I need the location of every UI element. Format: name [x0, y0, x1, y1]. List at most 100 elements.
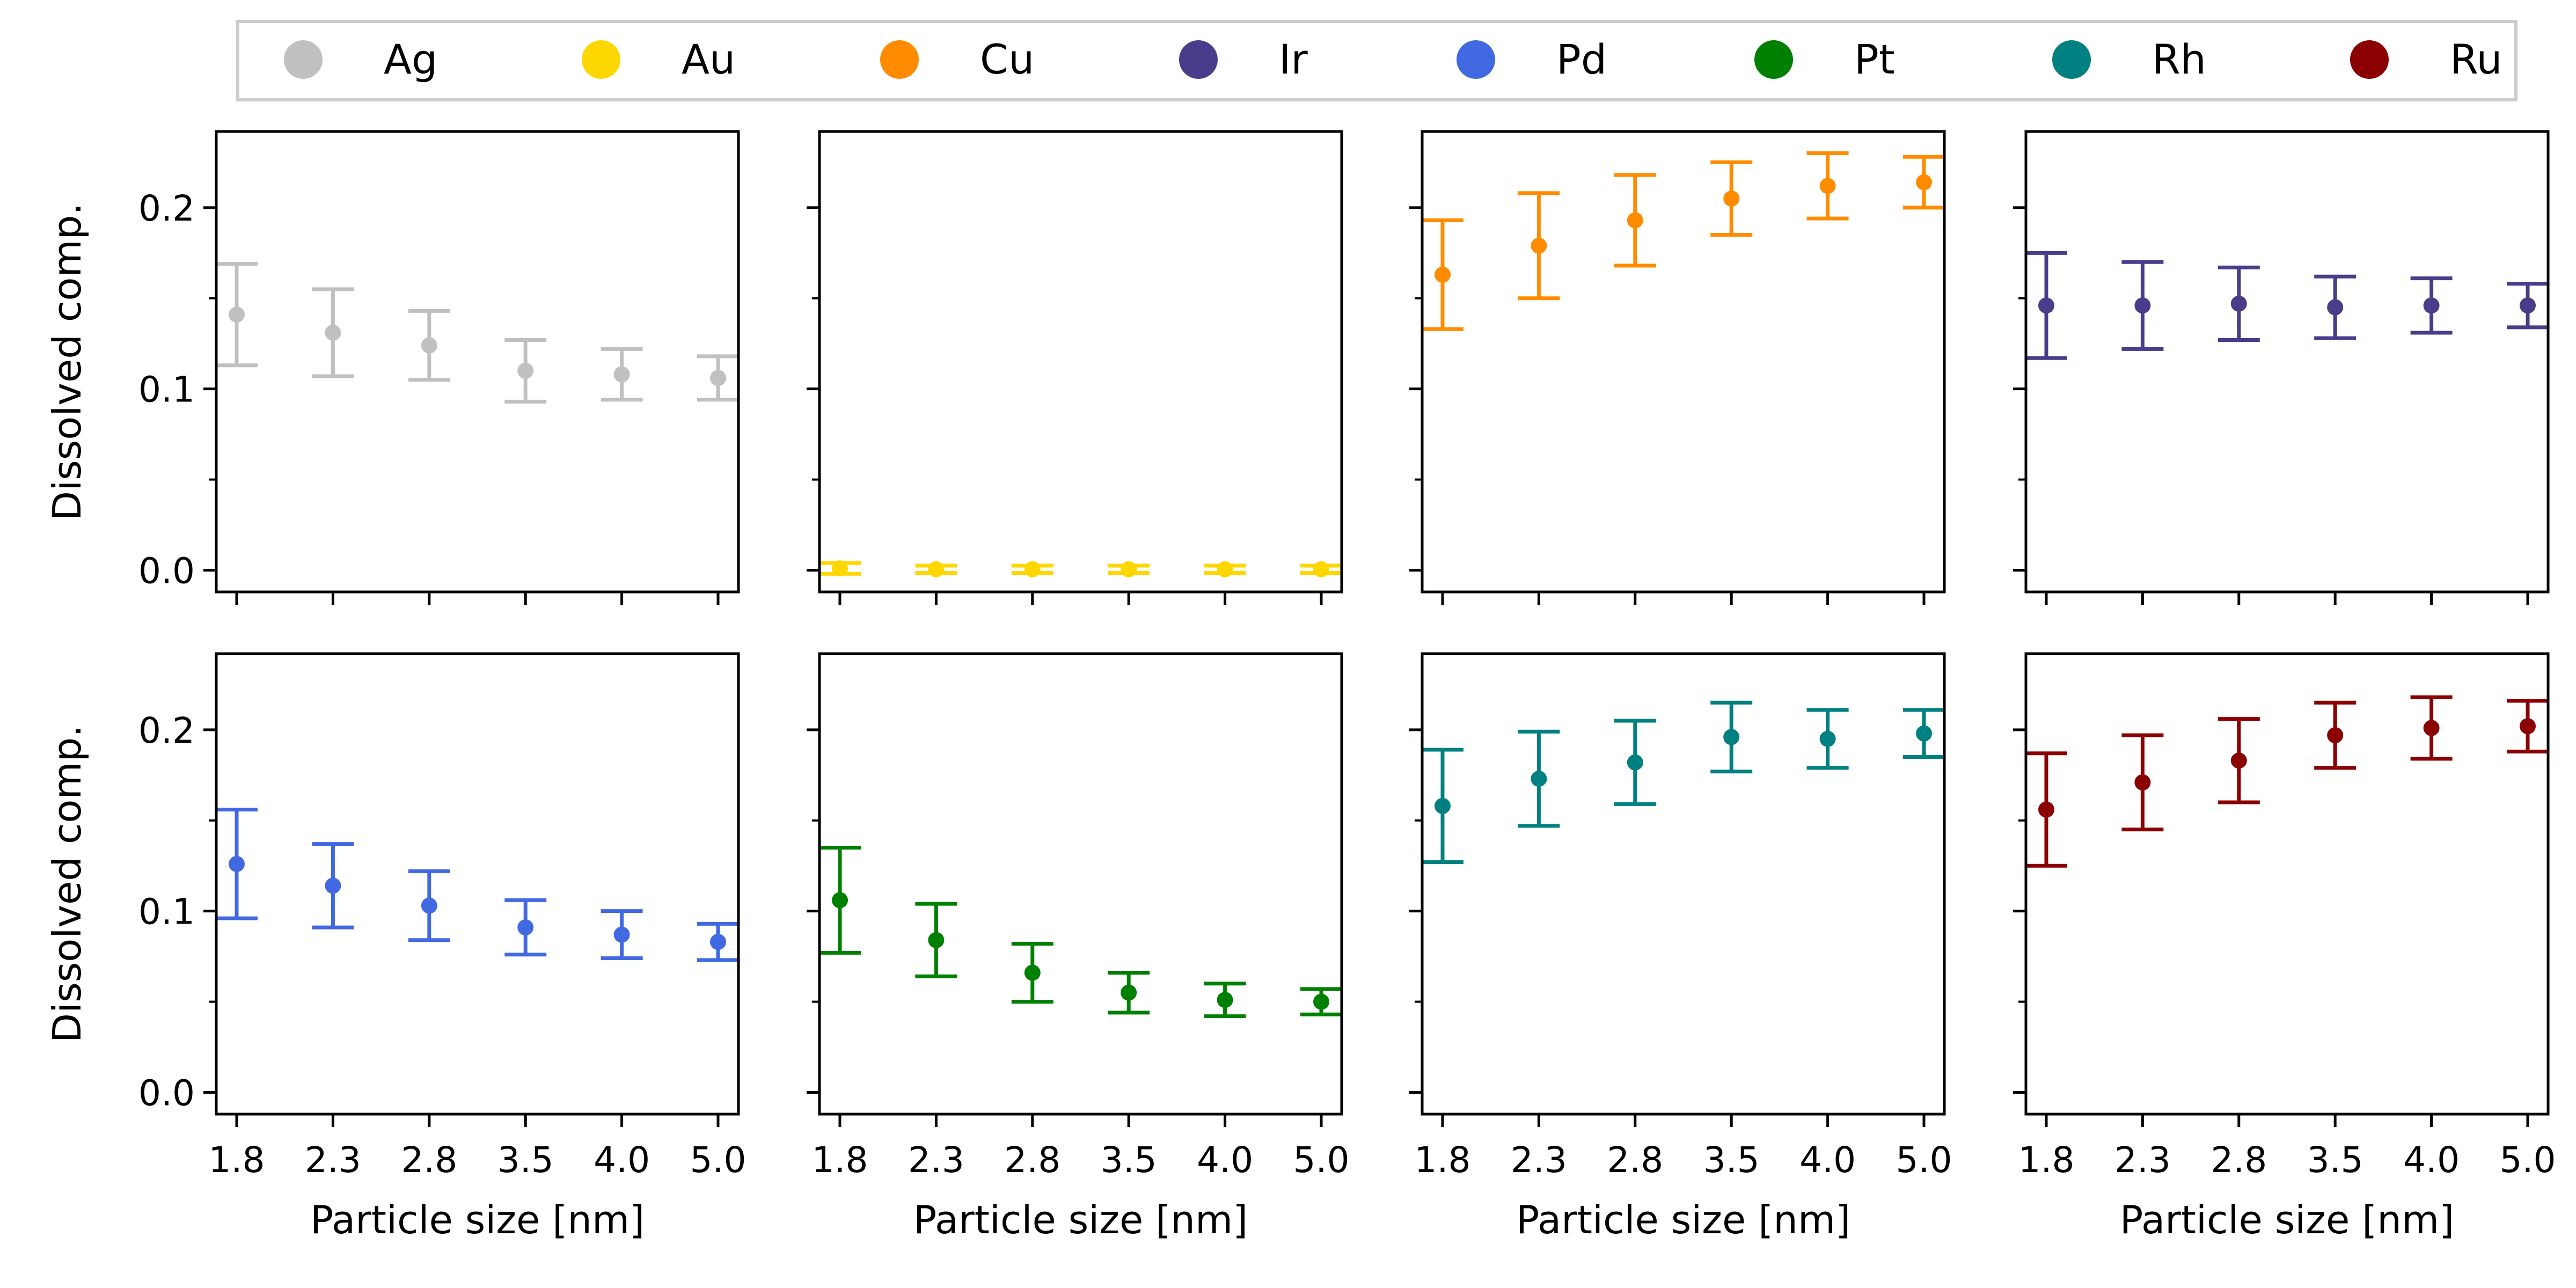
x-axis-title: Particle size [nm]	[1516, 1197, 1850, 1242]
plot-frame	[2024, 130, 2550, 594]
data-point-ir-0	[2038, 297, 2054, 314]
data-point-ir-4	[2423, 297, 2440, 314]
plot-frame	[818, 652, 1343, 1116]
x-tick-label: 5.0	[2500, 1139, 2556, 1181]
y-tick-label: 0.1	[138, 891, 195, 933]
panel-pt: 1.8 2.3 2.8 3.5 4.0 5.0 Particle size [nm]	[807, 652, 1350, 1242]
legend-marker-au	[582, 40, 620, 79]
panel-ag: 0.0 0.1 0.2 Dissolved comp.	[45, 130, 740, 605]
x-tick-label: 5.0	[1896, 1139, 1952, 1181]
legend-marker-ag	[284, 40, 323, 79]
data-point-ag-4	[613, 366, 630, 383]
panel-ir	[2013, 130, 2550, 605]
data-point-pd-4	[613, 926, 630, 943]
legend-label-au: Au	[682, 35, 735, 83]
legend-item-ir: Ir	[1179, 35, 1308, 83]
legend-label-cu: Cu	[980, 35, 1034, 83]
x-tick-label: 4.0	[2403, 1139, 2460, 1181]
panel-au	[807, 130, 1343, 605]
data-point-au-3	[1121, 561, 1137, 577]
legend-marker-ir	[1179, 40, 1218, 79]
x-tick-label: 5.0	[1293, 1139, 1350, 1181]
panel-ru: 1.8 2.3 2.8 3.5 4.0 5.0 Particle size [nm]	[2013, 652, 2556, 1242]
data-point-ir-1	[2134, 297, 2151, 314]
x-tick-label: 2.8	[401, 1139, 457, 1181]
x-tick-label: 2.3	[908, 1139, 964, 1181]
data-point-cu-4	[1819, 178, 1836, 194]
legend-label-rh: Rh	[2152, 35, 2206, 83]
legend-item-rh: Rh	[2052, 35, 2206, 83]
data-point-ag-5	[710, 370, 726, 386]
data-point-ir-3	[2327, 299, 2344, 316]
x-tick-label: 3.5	[1101, 1139, 1157, 1181]
x-axis-title: Particle size [nm]	[2120, 1197, 2454, 1242]
data-point-ag-0	[229, 306, 245, 323]
legend-item-pd: Pd	[1457, 35, 1607, 83]
x-tick-label: 4.0	[1799, 1139, 1856, 1181]
y-tick-label: 0.2	[138, 710, 195, 751]
data-point-ru-0	[2038, 801, 2054, 818]
data-point-ag-2	[421, 337, 437, 354]
legend-label-pt: Pt	[1854, 35, 1895, 83]
data-point-rh-1	[1531, 771, 1547, 787]
data-point-cu-1	[1531, 237, 1547, 254]
panel-rh: 1.8 2.3 2.8 3.5 4.0 5.0 Particle size [nm]	[1409, 652, 1952, 1242]
x-tick-label: 2.3	[1511, 1139, 1567, 1181]
x-tick-label: 2.8	[1607, 1139, 1663, 1181]
data-point-ru-1	[2134, 774, 2151, 791]
x-tick-label: 4.0	[594, 1139, 650, 1181]
x-tick-label: 3.5	[2307, 1139, 2363, 1181]
data-point-pd-1	[325, 877, 341, 894]
data-point-ru-2	[2230, 752, 2247, 769]
data-point-cu-2	[1627, 212, 1643, 229]
x-tick-label: 3.5	[1703, 1139, 1760, 1181]
legend-marker-rh	[2052, 40, 2091, 79]
data-point-rh-2	[1627, 754, 1643, 771]
data-point-au-4	[1217, 561, 1233, 577]
data-point-rh-0	[1435, 797, 1451, 814]
data-point-pt-2	[1024, 964, 1041, 981]
legend-item-ag: Ag	[284, 35, 437, 83]
data-point-pt-1	[928, 932, 945, 948]
x-tick-label: 2.8	[1004, 1139, 1060, 1181]
data-point-ru-4	[2423, 720, 2440, 736]
data-point-pt-3	[1121, 984, 1137, 1001]
data-point-au-1	[928, 561, 945, 577]
legend-item-pt: Pt	[1754, 35, 1895, 83]
y-axis-title: Dissolved comp.	[45, 725, 90, 1043]
legend: Ag Au Cu Ir Pd Pt Rh Ru	[236, 20, 2518, 101]
x-tick-label: 5.0	[690, 1139, 747, 1181]
legend-item-au: Au	[582, 35, 735, 83]
data-point-cu-0	[1435, 266, 1451, 283]
plot-frame	[818, 130, 1343, 594]
x-axis-title: Particle size [nm]	[310, 1197, 645, 1242]
x-tick-label: 2.8	[2211, 1139, 2267, 1181]
data-point-pt-4	[1217, 992, 1233, 1008]
plot-frame	[2024, 652, 2550, 1116]
legend-marker-ru	[2350, 40, 2389, 79]
data-point-pd-0	[229, 855, 245, 872]
x-tick-label: 1.8	[209, 1139, 265, 1181]
data-point-cu-5	[1916, 174, 1932, 191]
legend-label-ag: Ag	[384, 35, 437, 83]
data-point-rh-3	[1723, 729, 1740, 745]
legend-label-pd: Pd	[1556, 35, 1607, 83]
data-point-cu-3	[1723, 190, 1740, 207]
x-tick-label: 2.3	[2114, 1139, 2171, 1181]
data-point-pd-3	[517, 919, 534, 936]
data-point-au-2	[1024, 561, 1041, 577]
legend-marker-cu	[880, 40, 919, 79]
legend-item-cu: Cu	[880, 35, 1034, 83]
data-point-au-5	[1313, 561, 1329, 577]
data-point-rh-4	[1819, 730, 1836, 747]
data-point-ag-3	[517, 362, 534, 379]
data-point-pt-0	[832, 892, 848, 909]
panel-grid: 0.0 0.1 0.2 Dissolved comp. 0.0 0.1 0.2 Dissolv…	[45, 130, 2556, 1242]
y-tick-label: 0.1	[138, 369, 195, 411]
panel-pd: 0.0 0.1 0.2 Dissolved comp. 1.8 2.3 2.8 3.5 4.0 5…	[45, 652, 747, 1242]
y-tick-label: 0.0	[138, 1072, 195, 1114]
data-point-rh-5	[1916, 725, 1932, 742]
legend-item-ru: Ru	[2350, 35, 2502, 83]
